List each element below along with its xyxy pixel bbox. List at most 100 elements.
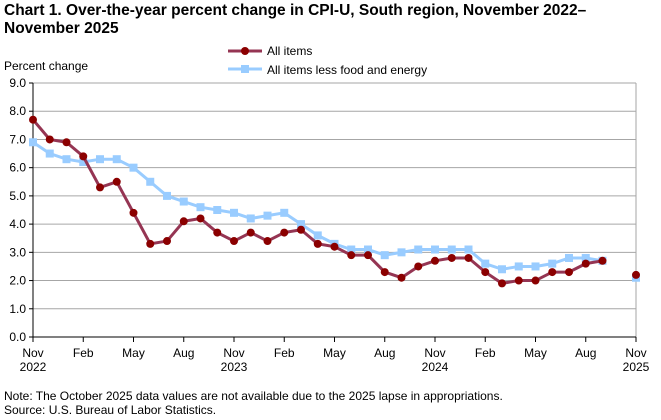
data-point-all-items bbox=[347, 251, 356, 260]
data-point-core bbox=[263, 211, 272, 220]
data-point-core bbox=[179, 197, 188, 206]
data-point-core bbox=[498, 265, 506, 274]
data-point-all-items bbox=[548, 268, 557, 277]
data-point-core bbox=[280, 208, 289, 217]
data-point-all-items bbox=[146, 239, 155, 248]
x-tick-label: Nov bbox=[625, 346, 646, 360]
data-point-all-items bbox=[498, 279, 506, 288]
data-point-core bbox=[45, 149, 54, 158]
x-tick-label: Aug bbox=[374, 346, 395, 360]
data-point-all-items bbox=[196, 214, 205, 223]
data-point-core bbox=[112, 155, 121, 164]
source-text: Source: U.S. Bureau of Labor Statistics. bbox=[4, 403, 217, 417]
data-point-core bbox=[79, 158, 88, 167]
data-point-core bbox=[464, 245, 473, 254]
x-tick-label: Feb bbox=[475, 346, 496, 360]
legend-label-all-items: All items bbox=[267, 44, 312, 58]
y-tick-label: 5.0 bbox=[9, 189, 26, 203]
data-point-all-items bbox=[230, 237, 238, 246]
x-tick-year: 2023 bbox=[221, 360, 248, 374]
data-point-all-items bbox=[62, 138, 71, 147]
x-tick-label: Aug bbox=[575, 346, 596, 360]
x-tick-label: May bbox=[524, 346, 547, 360]
data-point-core bbox=[548, 259, 557, 268]
series-line-all-items bbox=[31, 118, 603, 285]
y-tick-label: 7.0 bbox=[9, 132, 26, 146]
data-point-all-items bbox=[447, 253, 456, 262]
data-point-core bbox=[565, 253, 573, 262]
data-point-core bbox=[163, 191, 171, 200]
data-point-core bbox=[230, 208, 238, 217]
x-tick-year: 2022 bbox=[20, 360, 47, 374]
x-tick-label: Nov bbox=[424, 346, 445, 360]
x-tick-label: Nov bbox=[22, 346, 43, 360]
data-point-all-items bbox=[598, 256, 607, 265]
data-point-core bbox=[581, 253, 590, 262]
data-point-all-items bbox=[581, 259, 590, 268]
data-point-all-items bbox=[414, 262, 423, 271]
data-point-core bbox=[481, 259, 490, 268]
data-point-core bbox=[447, 245, 456, 254]
data-point-core bbox=[414, 245, 423, 254]
data-point-core bbox=[146, 177, 155, 186]
y-tick-label: 2.0 bbox=[9, 274, 26, 288]
data-point-all-items bbox=[464, 253, 473, 262]
data-point-core bbox=[196, 203, 205, 212]
data-point-all-items bbox=[213, 228, 222, 237]
legend-label-core: All items less food and energy bbox=[267, 63, 427, 77]
data-point-all-items bbox=[163, 237, 171, 246]
data-point-core bbox=[431, 245, 439, 254]
data-point-all-items bbox=[565, 268, 573, 277]
y-axis-label: Percent change bbox=[4, 59, 88, 73]
data-point-all-items bbox=[263, 237, 272, 246]
y-tick-label: 6.0 bbox=[9, 161, 26, 175]
data-point-all-items bbox=[297, 225, 305, 234]
data-point-all-items bbox=[129, 208, 138, 217]
data-point-all-items bbox=[481, 268, 490, 277]
data-point-all-items bbox=[632, 270, 640, 279]
x-tick-label: Feb bbox=[274, 346, 295, 360]
data-point-core bbox=[29, 138, 37, 147]
data-point-core bbox=[380, 251, 389, 260]
legend-marker-all-items bbox=[241, 47, 249, 55]
data-point-core bbox=[62, 155, 71, 164]
data-point-all-items bbox=[179, 217, 188, 226]
data-point-all-items bbox=[79, 152, 88, 161]
y-tick-label: 8.0 bbox=[9, 104, 26, 118]
x-tick-label: May bbox=[122, 346, 145, 360]
data-point-all-items bbox=[514, 276, 523, 285]
data-point-core bbox=[531, 262, 540, 271]
data-point-core bbox=[313, 231, 322, 240]
chart-title: Chart 1. Over-the-year percent change in… bbox=[4, 2, 587, 37]
data-point-all-items bbox=[29, 115, 37, 124]
y-tick-label: 3.0 bbox=[9, 245, 26, 259]
y-tick-label: 1.0 bbox=[9, 302, 26, 316]
x-tick-label: May bbox=[323, 346, 346, 360]
data-point-core bbox=[397, 248, 406, 257]
note-text: Note: The October 2025 data values are n… bbox=[4, 389, 503, 403]
data-point-all-items bbox=[96, 183, 104, 192]
data-point-all-items bbox=[330, 242, 339, 251]
x-tick-year: 2024 bbox=[422, 360, 449, 374]
data-point-all-items bbox=[112, 177, 121, 186]
data-point-core bbox=[129, 163, 138, 172]
data-point-core bbox=[347, 245, 356, 254]
legend: All items All items less food and energy bbox=[228, 44, 427, 77]
y-tick-label: 4.0 bbox=[9, 217, 26, 231]
data-point-all-items bbox=[380, 268, 389, 277]
data-point-all-items bbox=[364, 251, 372, 260]
y-tick-label: 9.0 bbox=[9, 76, 26, 90]
data-point-all-items bbox=[280, 228, 289, 237]
data-point-all-items bbox=[531, 276, 540, 285]
data-point-all-items bbox=[246, 228, 255, 237]
x-tick-label: Nov bbox=[223, 346, 244, 360]
data-point-core bbox=[246, 214, 255, 223]
y-tick-label: 0.0 bbox=[9, 330, 26, 344]
data-point-core bbox=[213, 206, 222, 214]
data-point-core bbox=[364, 245, 372, 254]
x-tick-label: Aug bbox=[173, 346, 194, 360]
legend-marker-core bbox=[241, 65, 249, 73]
data-point-core bbox=[514, 262, 523, 271]
